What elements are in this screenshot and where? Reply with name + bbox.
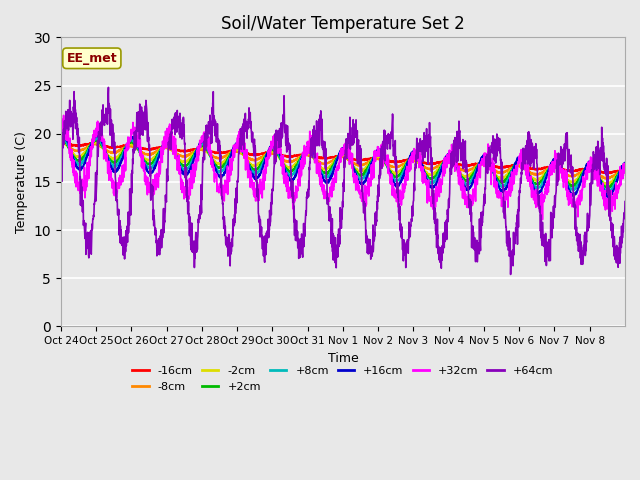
+2cm: [614, 172, 621, 178]
+8cm: [57, 133, 65, 139]
+16cm: [545, 167, 553, 172]
+2cm: [114, 157, 122, 163]
+16cm: [614, 177, 621, 183]
+32cm: [545, 182, 553, 188]
-2cm: [377, 155, 385, 161]
+8cm: [545, 166, 553, 172]
+64cm: [104, 84, 112, 90]
-2cm: [236, 147, 243, 153]
-2cm: [57, 138, 65, 144]
Line: +32cm: +32cm: [61, 115, 625, 220]
-2cm: [614, 172, 621, 178]
Line: -16cm: -16cm: [61, 142, 625, 173]
-2cm: [602, 181, 610, 187]
+2cm: [545, 166, 553, 171]
+64cm: [513, 212, 521, 218]
-8cm: [621, 168, 629, 174]
-16cm: [235, 148, 243, 154]
+32cm: [236, 143, 243, 148]
-16cm: [57, 139, 65, 144]
-16cm: [607, 170, 614, 176]
+16cm: [57, 131, 65, 137]
Line: -8cm: -8cm: [61, 143, 625, 179]
X-axis label: Time: Time: [328, 352, 358, 365]
-16cm: [513, 163, 520, 168]
+8cm: [513, 159, 521, 165]
Legend: -16cm, -8cm, -2cm, +2cm, +8cm, +16cm, +32cm, +64cm: -16cm, -8cm, -2cm, +2cm, +8cm, +16cm, +3…: [128, 361, 558, 396]
-2cm: [545, 166, 553, 171]
+64cm: [377, 163, 385, 168]
+2cm: [236, 145, 243, 151]
+32cm: [614, 188, 621, 193]
+32cm: [513, 165, 521, 170]
Line: +16cm: +16cm: [61, 133, 625, 197]
-16cm: [545, 165, 552, 170]
+8cm: [58, 133, 66, 139]
-8cm: [614, 170, 621, 176]
+32cm: [57, 129, 65, 135]
-8cm: [545, 165, 553, 171]
-8cm: [57, 140, 65, 145]
+2cm: [605, 185, 612, 191]
-16cm: [113, 144, 121, 149]
+8cm: [377, 150, 385, 156]
+2cm: [58, 135, 65, 141]
+16cm: [513, 157, 521, 163]
+2cm: [57, 136, 65, 142]
Line: +2cm: +2cm: [61, 138, 625, 188]
+64cm: [621, 199, 629, 204]
Line: -2cm: -2cm: [61, 141, 625, 184]
+16cm: [377, 148, 385, 154]
+32cm: [114, 181, 122, 187]
+2cm: [621, 164, 629, 170]
+64cm: [545, 258, 553, 264]
+32cm: [621, 163, 629, 169]
+32cm: [377, 154, 385, 160]
-16cm: [621, 168, 629, 173]
+16cm: [236, 138, 243, 144]
-2cm: [513, 161, 521, 167]
Title: Soil/Water Temperature Set 2: Soil/Water Temperature Set 2: [221, 15, 465, 33]
-16cm: [377, 156, 385, 161]
Text: EE_met: EE_met: [67, 52, 117, 65]
-8cm: [377, 156, 385, 162]
-8cm: [58, 140, 65, 145]
-2cm: [58, 138, 65, 144]
+2cm: [513, 160, 521, 166]
-16cm: [613, 168, 621, 174]
+8cm: [236, 143, 243, 149]
+64cm: [236, 145, 243, 151]
+32cm: [539, 217, 547, 223]
+8cm: [614, 174, 621, 180]
Y-axis label: Temperature (C): Temperature (C): [15, 131, 28, 233]
-8cm: [513, 163, 521, 168]
Line: +8cm: +8cm: [61, 136, 625, 192]
+8cm: [114, 161, 122, 167]
+64cm: [57, 192, 65, 198]
-8cm: [114, 149, 122, 155]
+16cm: [605, 194, 612, 200]
-8cm: [236, 149, 243, 155]
Line: +64cm: +64cm: [61, 87, 625, 275]
+8cm: [621, 163, 629, 168]
-8cm: [602, 176, 610, 181]
+32cm: [60, 112, 67, 118]
+64cm: [114, 210, 122, 216]
+64cm: [507, 272, 515, 277]
+8cm: [604, 189, 612, 195]
+64cm: [614, 254, 621, 260]
+16cm: [621, 160, 629, 166]
+2cm: [377, 153, 385, 159]
-2cm: [621, 166, 629, 172]
+16cm: [114, 165, 122, 171]
+16cm: [59, 130, 67, 136]
-2cm: [114, 154, 122, 159]
